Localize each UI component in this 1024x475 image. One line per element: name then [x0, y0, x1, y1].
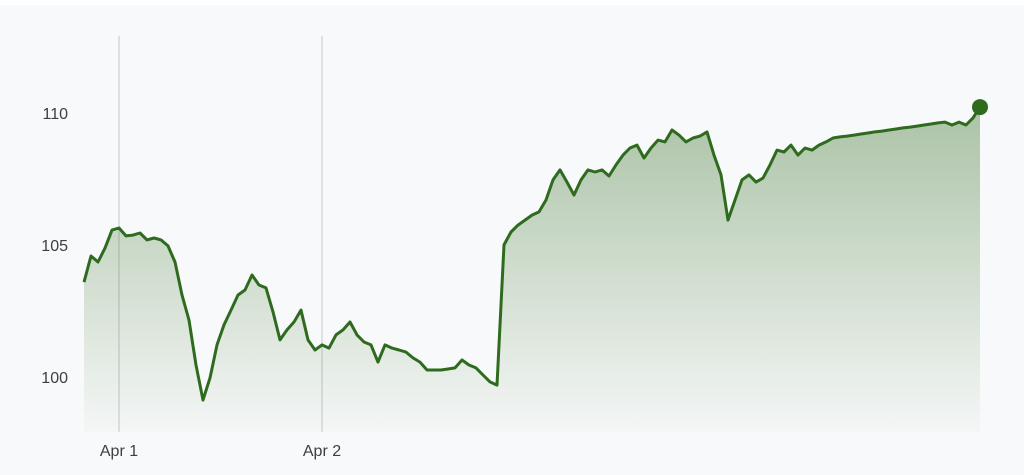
y-tick-label: 100 [41, 370, 68, 387]
y-tick-label: 110 [42, 106, 68, 123]
y-tick-label: 105 [41, 238, 68, 255]
price-line [82, 106, 982, 402]
area [84, 107, 980, 432]
last-point [972, 99, 988, 116]
x-tick-label: Apr 2 [303, 443, 341, 460]
x-tick-label: Apr 1 [100, 443, 138, 460]
